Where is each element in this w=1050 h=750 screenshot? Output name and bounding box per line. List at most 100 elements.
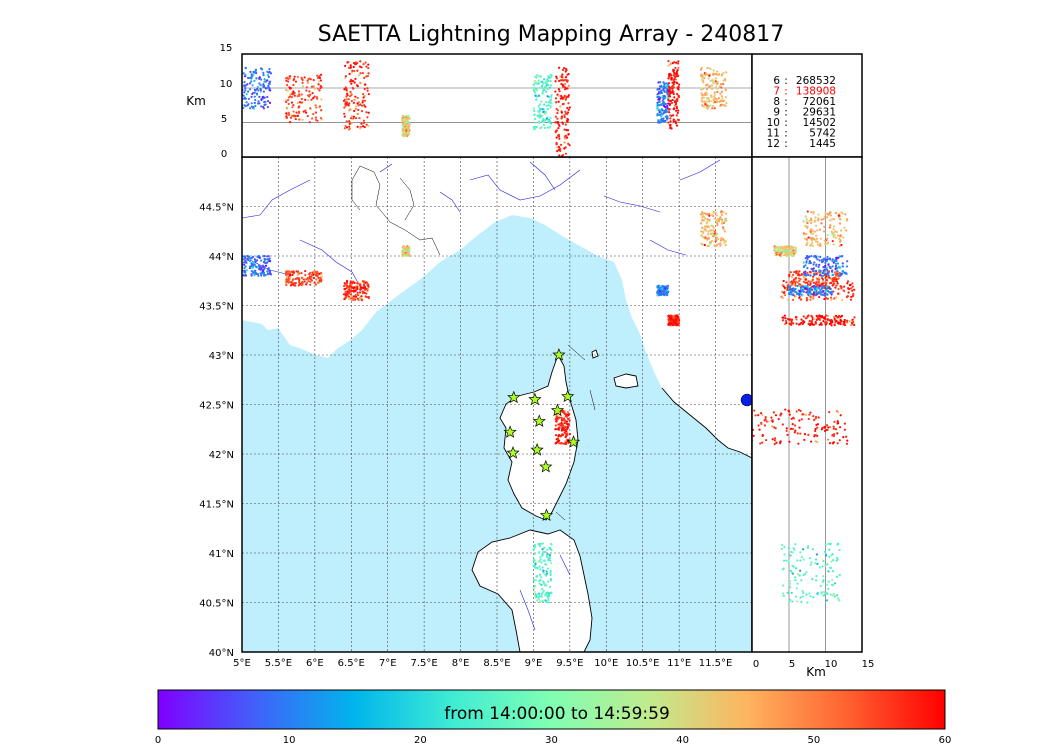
alt-point (349, 90, 352, 93)
alt-point (344, 64, 347, 67)
side-point (799, 559, 802, 562)
alt-point (268, 87, 271, 90)
lon-tick-label: 7.5°E (411, 658, 438, 669)
map-point (367, 288, 370, 291)
alt-point (306, 99, 310, 102)
alt-point (713, 107, 716, 110)
map-point (344, 291, 347, 294)
alt-point (664, 119, 667, 123)
side-point (814, 240, 818, 243)
side-point (838, 244, 841, 248)
alt-point (702, 105, 705, 108)
alt-point (557, 145, 561, 149)
side-point (773, 442, 776, 446)
alt-point (251, 92, 254, 96)
side-point (797, 277, 801, 280)
side-point (827, 580, 830, 583)
map-point (349, 286, 352, 289)
alt-point (545, 100, 548, 104)
altitude-panel[interactable]: 15 10 5 0 Km (186, 43, 753, 160)
map-point (562, 417, 566, 420)
alt-point (365, 123, 368, 126)
alt-point (344, 76, 347, 80)
alt-point (666, 83, 670, 86)
side-point (815, 434, 818, 437)
side-point (832, 261, 835, 264)
map-point (705, 229, 708, 232)
map-point (666, 290, 670, 293)
side-point (789, 271, 792, 274)
side-point (801, 595, 804, 598)
map-point (560, 422, 563, 425)
side-point (817, 280, 820, 284)
alt-point (267, 75, 270, 79)
map-point (541, 566, 544, 569)
map-point (300, 272, 303, 275)
alt-point (676, 92, 679, 96)
map-point (408, 253, 411, 256)
side-point (803, 237, 807, 240)
alt-point (673, 96, 676, 99)
map-point (252, 261, 255, 264)
side-point (815, 224, 818, 227)
map-point (673, 320, 676, 323)
side-point (787, 298, 790, 302)
alt-point (287, 98, 290, 102)
map-point (539, 600, 542, 603)
side-point (834, 236, 838, 239)
alt-point (246, 104, 249, 107)
side-point (804, 264, 807, 267)
alt-point (353, 98, 356, 101)
side-point (790, 275, 794, 279)
side-point (815, 579, 818, 582)
side-point (781, 543, 784, 547)
side-point (808, 291, 811, 294)
alt-point (290, 114, 294, 117)
alt-point (266, 74, 270, 77)
alt-point (659, 118, 662, 122)
alt-point (346, 103, 349, 106)
side-point (824, 261, 827, 264)
side-point (840, 273, 843, 276)
side-point (805, 254, 809, 258)
alt-point (248, 107, 252, 110)
side-point (798, 285, 801, 288)
lon-tick-label: 11.5°E (699, 658, 733, 669)
side-point (775, 441, 778, 444)
map-point (267, 255, 270, 258)
side-point (820, 222, 823, 225)
side-point (828, 211, 831, 214)
side-point (815, 287, 819, 290)
side-point (823, 316, 826, 319)
side-point (829, 266, 832, 269)
map-point (533, 587, 536, 590)
side-point (822, 230, 826, 233)
map-point (668, 322, 672, 325)
side-panel[interactable]: 0 5 10 15 Km (751, 156, 874, 679)
side-point (816, 441, 819, 444)
map-point (352, 280, 355, 283)
alt-point (253, 95, 256, 98)
map-panel[interactable] (241, 156, 753, 653)
alt-point (258, 102, 261, 105)
map-point (365, 287, 368, 291)
station-star-icon (503, 425, 517, 438)
alt-point (714, 100, 717, 103)
map-point (720, 237, 724, 240)
alt-point (534, 80, 537, 84)
alt-point (308, 90, 311, 93)
colorbar-label: from 14:00:00 to 14:59:59 (444, 704, 670, 724)
alt-point (537, 94, 541, 97)
side-point (831, 579, 834, 582)
map-point (563, 412, 566, 415)
alt-point (546, 107, 549, 111)
map-point (706, 244, 709, 248)
alt-point (675, 70, 679, 73)
map-point (542, 569, 545, 572)
legend-key: 8 (773, 96, 780, 108)
alt-point (724, 79, 727, 82)
side-point (832, 228, 835, 231)
alt-point (286, 89, 290, 92)
side-point (798, 296, 801, 300)
side-point (814, 216, 817, 219)
